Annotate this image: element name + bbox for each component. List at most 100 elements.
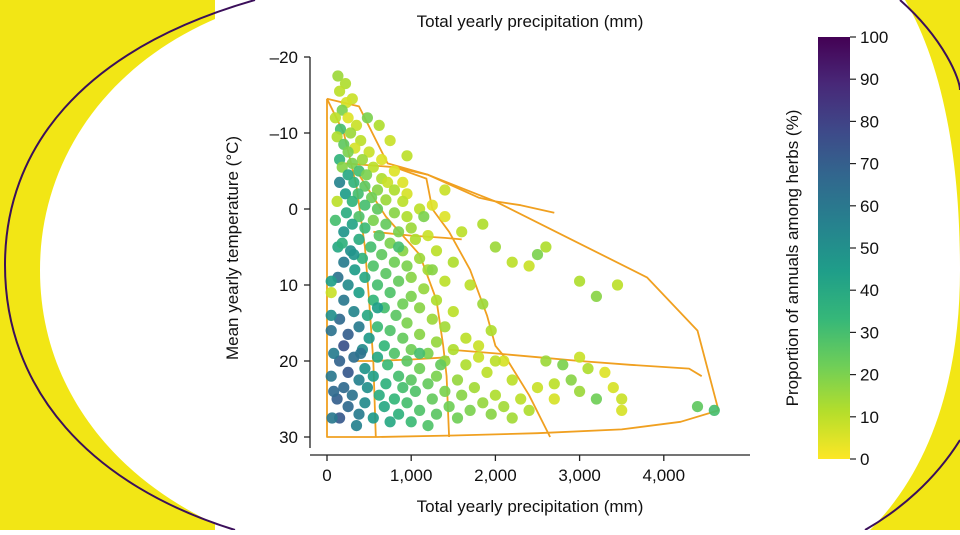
data-point bbox=[430, 245, 443, 257]
data-point bbox=[388, 184, 400, 196]
data-point bbox=[353, 321, 365, 333]
data-point bbox=[523, 404, 535, 416]
data-point bbox=[405, 344, 417, 356]
colorbar-tick-label: 80 bbox=[860, 112, 879, 131]
data-point bbox=[430, 370, 443, 382]
data-point bbox=[355, 135, 367, 147]
data-point bbox=[439, 275, 451, 287]
data-point bbox=[422, 378, 434, 390]
data-point bbox=[414, 404, 426, 416]
data-point bbox=[477, 397, 489, 409]
data-point bbox=[332, 70, 344, 82]
data-point bbox=[540, 355, 552, 367]
data-point bbox=[540, 241, 552, 253]
data-point bbox=[363, 146, 375, 158]
x-axis-label: Total yearly precipitation (mm) bbox=[417, 497, 644, 516]
data-point bbox=[599, 366, 611, 378]
colorbar-ticks: 0 10 20 30 40 50 60 70 80 90 100 bbox=[850, 28, 888, 469]
data-point bbox=[384, 237, 396, 249]
data-point bbox=[334, 176, 346, 188]
data-point bbox=[422, 230, 434, 242]
data-point bbox=[574, 385, 586, 397]
data-point bbox=[361, 382, 373, 394]
data-point bbox=[443, 401, 455, 413]
data-point bbox=[325, 287, 337, 299]
data-point bbox=[367, 214, 379, 226]
data-point bbox=[397, 332, 409, 344]
data-points bbox=[325, 70, 720, 432]
data-point bbox=[426, 393, 438, 405]
x-axis-ticks: 0 1,000 2,000 3,000 4,000 bbox=[322, 455, 685, 485]
colorbar-tick-label: 100 bbox=[860, 28, 888, 47]
data-point bbox=[481, 366, 493, 378]
data-point bbox=[331, 131, 343, 143]
data-point bbox=[371, 351, 384, 363]
x-tick-label: 3,000 bbox=[558, 466, 601, 485]
axes: –20 –10 0 10 20 30 0 1,000 2,000 3,000 4,000 bbox=[270, 48, 750, 485]
data-point bbox=[439, 184, 451, 196]
purple-arc-right bbox=[864, 0, 960, 531]
data-point bbox=[430, 408, 443, 420]
colorbar-tick-label: 40 bbox=[860, 281, 879, 300]
data-point bbox=[371, 321, 384, 333]
data-point bbox=[336, 104, 348, 116]
data-point bbox=[393, 370, 405, 382]
yellow-shape-right bbox=[870, 0, 960, 530]
y-tick-label: 0 bbox=[289, 200, 298, 219]
data-point bbox=[531, 249, 544, 261]
data-point bbox=[334, 85, 346, 97]
data-point bbox=[477, 298, 489, 310]
data-point bbox=[367, 412, 379, 424]
data-point bbox=[590, 290, 603, 302]
y-tick-label: 30 bbox=[279, 428, 298, 447]
data-point bbox=[371, 302, 384, 314]
data-point bbox=[393, 275, 405, 287]
data-point bbox=[359, 363, 371, 375]
x-tick-label: 1,000 bbox=[390, 466, 433, 485]
data-point bbox=[464, 404, 476, 416]
data-point bbox=[409, 385, 421, 397]
data-point bbox=[367, 260, 379, 272]
data-point bbox=[439, 321, 451, 333]
data-point bbox=[342, 328, 354, 340]
data-point bbox=[557, 359, 569, 371]
chart-title: Total yearly precipitation (mm) bbox=[417, 12, 644, 31]
data-point bbox=[353, 374, 365, 386]
data-point bbox=[498, 401, 510, 413]
data-point bbox=[345, 127, 357, 139]
data-point bbox=[388, 347, 400, 359]
data-point bbox=[359, 180, 371, 192]
data-point bbox=[607, 382, 619, 394]
data-point bbox=[405, 374, 417, 386]
data-point bbox=[523, 260, 535, 272]
data-point bbox=[359, 397, 371, 409]
data-point bbox=[393, 408, 405, 420]
data-point bbox=[325, 325, 337, 337]
data-point bbox=[359, 222, 371, 234]
data-point bbox=[353, 287, 365, 299]
data-point bbox=[473, 351, 485, 363]
data-point bbox=[401, 317, 413, 329]
data-point bbox=[373, 230, 385, 242]
data-point bbox=[447, 344, 459, 356]
data-point bbox=[384, 135, 396, 147]
data-point bbox=[366, 192, 378, 204]
data-point bbox=[371, 279, 384, 291]
data-point bbox=[430, 294, 443, 306]
data-point bbox=[329, 112, 341, 124]
data-point bbox=[611, 279, 624, 291]
data-point bbox=[489, 241, 501, 253]
data-point bbox=[498, 355, 510, 367]
data-point bbox=[352, 188, 364, 200]
data-point bbox=[373, 389, 385, 401]
data-point bbox=[414, 252, 426, 264]
data-point bbox=[339, 188, 352, 200]
data-point bbox=[331, 195, 343, 207]
data-point bbox=[371, 203, 384, 215]
data-point bbox=[460, 332, 472, 344]
data-point bbox=[388, 393, 400, 405]
data-point bbox=[334, 313, 346, 325]
data-point bbox=[531, 382, 544, 394]
data-point bbox=[338, 294, 350, 306]
